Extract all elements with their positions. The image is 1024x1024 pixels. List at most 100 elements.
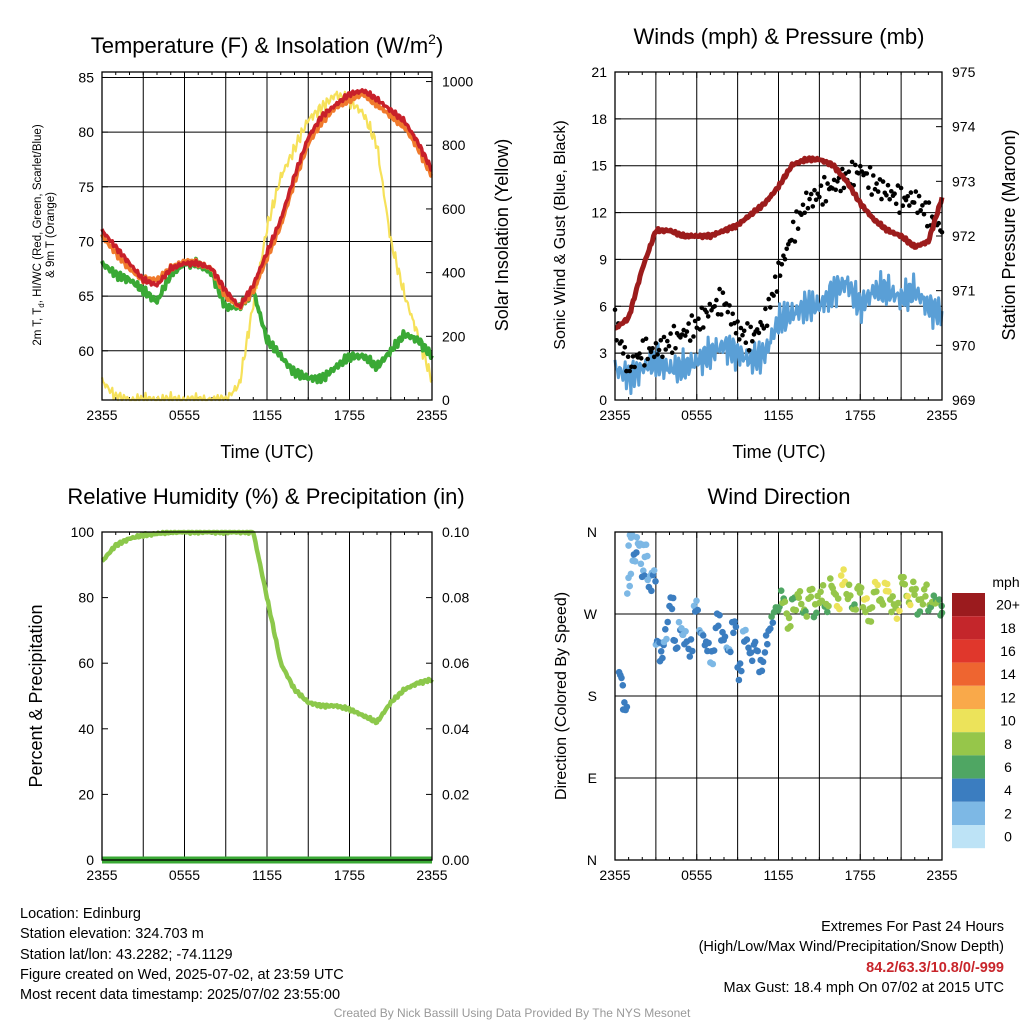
gust-point [779,262,785,267]
direction-point [642,541,650,548]
direction-point [916,608,924,615]
gust-point [915,210,920,216]
gust-point [835,179,840,184]
extremes-subtitle: (High/Low/Max Wind/Precipitation/Snow De… [698,939,1004,956]
gust-point [849,159,855,165]
extremes-info: Extremes For Past 24 Hours (High/Low/Max… [699,917,1004,998]
direction-point [754,647,761,655]
direction-point [674,644,681,651]
winds-ylabel-left: Sonic Wind & Gust (Blue, Black) [552,120,569,349]
gust-point [692,318,698,324]
right-y-tick-label: 969 [952,392,976,408]
gust-point [871,173,876,178]
recent-data-text: Most recent data timestamp: 2025/07/02 2… [20,987,341,1004]
gust-point [918,208,923,213]
x-tick-label: 0555 [169,867,200,883]
right-y-tick-label: 800 [442,137,466,153]
gust-point [643,336,649,342]
gust-point [833,187,838,193]
direction-point [648,587,655,595]
gust-point [719,312,724,317]
direction-point [736,660,744,667]
direction-point [904,593,912,600]
direction-point [751,638,759,646]
right-y-tick-label: 975 [952,64,976,80]
direction-point [912,585,919,593]
direction-point [919,601,927,608]
direction-point [873,588,880,595]
winds-title: Winds (mph) & Pressure (mb) [634,24,925,49]
gust-point [846,169,852,174]
direction-ylabel-left: Direction (Colored By Speed) [553,592,570,800]
gust-point [898,185,904,191]
gust-point [658,338,664,343]
gust-point [817,194,822,200]
direction-point [627,570,635,578]
right-y-tick-label: 973 [952,173,976,189]
gust-point [647,346,652,351]
right-y-tick-label: 0.10 [442,524,469,540]
sonic-wind-line [613,270,944,395]
x-tick-label: 0555 [681,407,712,423]
humidity-ylabel-left: Percent & Precipitation [26,604,46,787]
gust-point [735,319,740,324]
gust-point [745,321,750,326]
left-y-tick-label: 0 [86,852,94,868]
left-y-tick-label: 60 [78,655,94,671]
direction-point [824,608,831,616]
speed-colorbar: 20+ 18 16 14 12 10 8 6 4 2 0 [952,593,1020,849]
gust-point [620,351,626,356]
left-y-tick-label: 80 [78,124,94,140]
temp-2m-line [100,88,433,310]
colorbar-label: 4 [1004,782,1012,798]
direction-point [889,593,896,600]
direction-point [808,585,816,593]
gust-point [790,219,796,225]
direction-point [868,604,876,611]
x-tick-label: 0555 [681,867,712,883]
gust-point [655,352,660,357]
right-y-tick-label: 1000 [442,74,473,90]
temperature-xlabel: Time (UTC) [220,442,313,462]
colorbar-label: 12 [1000,689,1016,705]
gust-point [822,174,827,180]
direction-point [845,581,853,589]
gust-point [642,363,647,368]
plot-border [101,531,433,861]
gust-point [804,190,809,196]
gust-point [810,204,816,209]
gust-point [754,327,760,332]
direction-point [625,542,632,549]
direction-point [836,605,843,613]
direction-point [867,618,875,625]
direction-point [743,636,751,643]
gust-point [792,239,798,244]
colorbar-title: mph [992,574,1019,590]
gust-point [684,329,690,334]
gust-point [879,196,884,202]
gust-point [686,321,691,326]
direction-point [727,648,734,656]
direction-point [687,636,695,643]
direction-point [759,658,767,666]
direction-point [798,600,805,608]
left-y-tick-label: 20 [78,786,94,802]
gust-point [841,185,847,191]
x-tick-label: 1755 [334,867,365,883]
direction-point [710,647,718,654]
direction-point [893,615,901,622]
gust-point [656,347,662,353]
direction-point [792,606,800,614]
direction-panel: Wind Direction 2355 0555 1155 1755 2355NESWN… [553,484,1020,883]
gust-point [913,189,919,194]
direction-point [888,608,895,616]
gust-point [669,350,675,356]
gust-point [858,163,863,169]
humidity-panel: Relative Humidity (%) & Precipitation (i… [26,484,469,883]
gust-point [900,203,906,208]
gust-point [875,189,881,194]
humidity-title: Relative Humidity (%) & Precipitation (i… [67,484,464,509]
direction-point [825,602,832,610]
gust-point [632,364,637,370]
x-tick-label: 2355 [86,867,117,883]
